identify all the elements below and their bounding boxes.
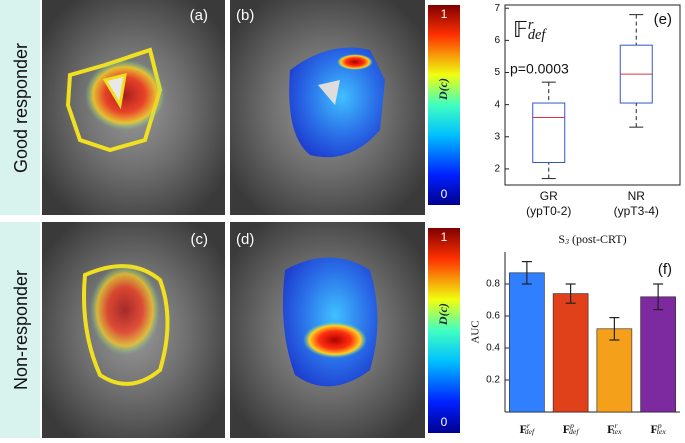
y-tick-label: 2 xyxy=(494,164,500,175)
y-tick-label: 0.6 xyxy=(486,311,500,322)
math-sup: p xyxy=(657,421,662,430)
y-tick-label: 5 xyxy=(494,67,500,78)
colorbar-label: D(c) xyxy=(436,78,450,101)
y-tick-label: 0.8 xyxy=(486,279,500,290)
math-sup: r xyxy=(614,421,618,430)
math-sub: def xyxy=(569,427,580,436)
colorbar-tick-label: 1 xyxy=(441,230,448,244)
row-label-bg xyxy=(0,222,40,438)
row-label: Good responder xyxy=(11,43,31,173)
colorbar-tick-label: 1 xyxy=(441,7,448,21)
math-text: Fp tex xyxy=(650,421,666,436)
image-a xyxy=(42,0,225,215)
row-label-bg xyxy=(0,0,40,215)
math-text: Fr tex xyxy=(607,421,622,436)
math-base: F xyxy=(607,422,614,436)
x-tick-label: GR xyxy=(540,189,558,203)
annotation: p=0.0003 xyxy=(510,61,569,77)
math-rest: (post-CRT) xyxy=(569,232,627,246)
row-label: Non-responder xyxy=(11,270,31,390)
bar xyxy=(640,296,676,413)
math-sup: r xyxy=(528,17,534,33)
box xyxy=(532,102,566,163)
math-sub: tex xyxy=(657,427,667,436)
colorbar-label: D(c) xyxy=(436,303,450,326)
image-c xyxy=(42,222,225,438)
panel-label: (f) xyxy=(658,261,672,278)
y-tick-label: 4 xyxy=(494,99,500,110)
colorbar-tick-label: 0 xyxy=(441,415,448,429)
panel-label: (b) xyxy=(236,7,254,24)
y-tick-label: 0.2 xyxy=(486,375,500,386)
math-text: S3 (post-CRT) xyxy=(558,232,626,246)
colorbar xyxy=(428,5,460,205)
bar xyxy=(509,272,545,413)
math-sub: tex xyxy=(613,427,623,436)
y-axis-label: AUC xyxy=(470,320,482,343)
panel-label: (c) xyxy=(191,231,209,248)
panel-label: (a) xyxy=(190,7,208,24)
math-text: Fp def xyxy=(563,421,581,436)
colorbar xyxy=(428,228,460,433)
bar xyxy=(552,293,589,413)
y-tick-label: 6 xyxy=(494,35,500,46)
panel-label: (d) xyxy=(236,231,254,248)
y-tick-label: 3 xyxy=(494,131,500,142)
math-base: F xyxy=(563,422,570,436)
x-tick-sublabel: (ypT0-2) xyxy=(526,204,571,218)
image-d xyxy=(230,222,425,438)
colorbar-tick-label: 0 xyxy=(441,187,448,201)
math-sub: def xyxy=(525,427,536,436)
bar xyxy=(596,328,633,413)
math-base: F xyxy=(520,422,527,436)
math-text: Fr def xyxy=(520,421,536,436)
math-sub: def xyxy=(528,27,547,43)
panel-label: (e) xyxy=(654,11,672,28)
y-tick-label: 7 xyxy=(494,3,500,14)
math-sup: p xyxy=(569,421,574,430)
image-b xyxy=(230,0,425,215)
y-tick-label: 0.4 xyxy=(486,343,500,354)
math-sub: 3 xyxy=(564,237,569,246)
x-tick-sublabel: (ypT3-4) xyxy=(614,204,659,218)
axes-frame xyxy=(504,4,681,186)
math-text: 𝔽r def xyxy=(513,17,547,43)
math-sup: r xyxy=(527,421,531,430)
math-base: S xyxy=(558,232,565,246)
math-base: F xyxy=(650,422,657,436)
x-tick-label: NR xyxy=(628,189,646,203)
math-base: 𝔽 xyxy=(513,17,528,42)
